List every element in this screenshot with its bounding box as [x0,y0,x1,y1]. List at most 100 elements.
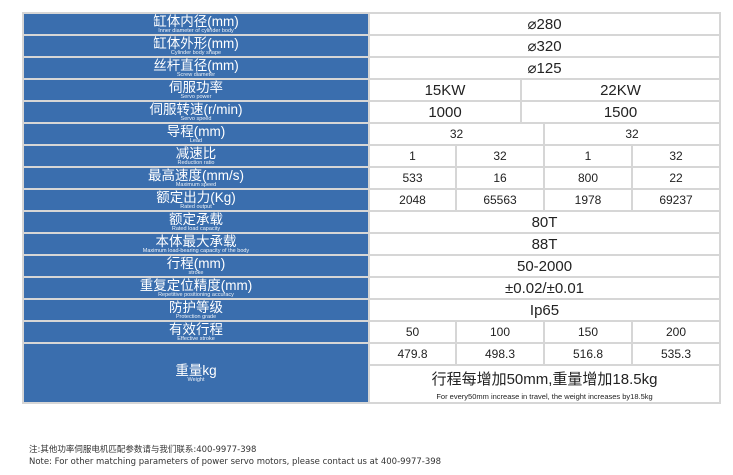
value-cell: 15KW [368,78,522,102]
label-en: Maximum speed [175,181,217,188]
row-label: 防护等级 Protection grade [22,298,370,322]
value-cell: 22 [630,166,722,190]
value-cell: 1500 [519,100,722,124]
table-row: 行程(mm) stroke 50-2000 [22,254,722,278]
value-cell: Ip65 [367,298,722,322]
table-row: 行程每增加50mm,重量增加18.5kg For every50mm increa… [23,364,722,404]
row-label: 伺服功率 Servo power [22,78,370,102]
label-cn: 行程(mm) [166,256,226,271]
label-cn: 缸体外形(mm) [153,36,239,51]
label-en: Repetitive positioning accuracy [158,291,234,298]
table-row: 减速比 Reduction ratio 1 32 1 32 [22,144,722,168]
label-cn: 导程(mm) [166,124,226,139]
weight-note-cn: 行程每增加50mm,重量增加18.5kg [431,370,658,388]
table-row: 重复定位精度(mm) Repetitive positioning accurac… [22,276,722,300]
table-row: 重量kg Weight 479.8 498.3 516.8 535.3 [22,342,722,404]
row-label: 缸体外形(mm) Cylinder body shape [22,34,370,58]
value-cell: 32 [630,144,722,168]
label-cn: 减速比 [175,146,217,161]
label-en: Servo power [180,93,212,100]
value-cell: 498.3 [455,342,545,366]
label-en: Reduction ratio [177,159,215,166]
row-label: 额定出力(Kg) Rated output [22,188,370,212]
value-cell: 80T [367,210,722,234]
value-cell: 800 [543,166,633,190]
row-label: 额定承载 Rated load capacity [22,210,370,234]
row-label: 减速比 Reduction ratio [22,144,370,168]
value-cell: 16 [455,166,545,190]
table-row: 伺服转速(r/min) Servo speed 1000 1500 [22,100,722,124]
value-cell: 479.8 [368,342,457,366]
footer-note-en: Note: For other matching parameters of p… [29,457,442,467]
value-cell: 533 [368,166,457,190]
label-cn: 本体最大承载 [155,234,237,249]
label-en: Cylinder body shape [170,49,222,56]
value-cell: 32 [542,122,722,146]
value-cell: 50 [368,320,457,344]
label-en: Servo speed [180,115,212,122]
value-cell: ⌀280 [367,12,722,36]
row-label: 行程(mm) stroke [22,254,370,278]
weight-note-en: For every50mm increase in travel, the we… [436,391,653,401]
label-cn: 缸体内径(mm) [153,14,239,29]
footer-note-cn: 注:其他功率伺服电机匹配参数请与我们联系:400-9977-398 [29,445,257,455]
table-row: 本体最大承载 Maximum load-bearing capacity of t… [22,232,722,256]
row-label: 重复定位精度(mm) Repetitive positioning accurac… [22,276,370,300]
value-cell: 100 [455,320,545,344]
value-cell: 1978 [543,188,633,212]
label-cn: 额定承载 [169,212,223,227]
label-cn: 有效行程 [169,322,223,337]
value-cell: ±0.02/±0.01 [367,276,722,300]
label-cn: 防护等级 [169,300,223,315]
table-row: 最高速度(mm/s) Maximum speed 533 16 800 22 [22,166,722,190]
value-cell: ⌀320 [367,34,722,58]
row-label: 丝杆直径(mm) Screw diameter [22,56,370,80]
label-cn: 额定出力(Kg) [156,190,236,205]
label-cn: 最高速度(mm/s) [148,168,244,183]
value-cell: 200 [630,320,722,344]
value-cell: ⌀125 [367,56,722,80]
value-cell: 69237 [630,188,722,212]
value-cell: 88T [367,232,722,256]
label-cn: 伺服功率 [169,80,223,95]
label-en: stroke [188,269,204,276]
table-row: 额定承载 Rated load capacity 80T [22,210,722,234]
row-label: 导程(mm) Lead [22,122,370,146]
table-row: 丝杆直径(mm) Screw diameter ⌀125 [22,56,722,80]
row-label: 有效行程 Effective stroke [22,320,370,344]
label-en: Inner diameter of cylinder body [158,27,234,34]
value-cell: 1000 [368,100,522,124]
value-cell: 535.3 [630,342,722,366]
label-en: Rated load capacity [171,225,221,232]
label-en: Maximum load-bearing capacity of the bod… [142,247,250,254]
label-en: Lead [189,137,203,144]
value-cell: 22KW [519,78,722,102]
table-row: 缸体内径(mm) Inner diameter of cylinder body ⌀… [22,12,722,36]
value-cell: 516.8 [543,342,633,366]
table-row: 伺服功率 Servo power 15KW 22KW [22,78,722,102]
label-cn: 伺服转速(r/min) [149,102,243,117]
value-cell: 1 [543,144,633,168]
label-cn: 重复定位精度(mm) [139,278,253,293]
row-label: 最高速度(mm/s) Maximum speed [22,166,370,190]
row-label: 缸体内径(mm) Inner diameter of cylinder body [22,12,370,36]
value-cell: 50-2000 [367,254,722,278]
weight-note: 行程每增加50mm,重量增加18.5kg For every50mm increa… [367,364,722,404]
value-cell: 32 [368,122,545,146]
table-row: 额定出力(Kg) Rated output 2048 65563 1978 69237 [22,188,722,212]
value-cell: 2048 [368,188,457,212]
label-en: Effective stroke [177,335,215,342]
label-cn: 丝杆直径(mm) [153,58,239,73]
value-cell: 32 [455,144,545,168]
row-label: 重量kg Weight [22,342,370,404]
table-row: 防护等级 Protection grade Ip65 [22,298,722,322]
value-cell: 65563 [455,188,545,212]
label-cn: 重量kg [175,363,217,378]
value-cell: 150 [543,320,633,344]
row-label: 伺服转速(r/min) Servo speed [22,100,370,124]
label-en: Weight [187,376,205,383]
spec-table: 缸体内径(mm) Inner diameter of cylinder body ⌀… [22,12,722,404]
label-en: Screw diameter [176,71,216,78]
label-en: Protection grade [175,313,217,320]
value-cell: 1 [368,144,457,168]
